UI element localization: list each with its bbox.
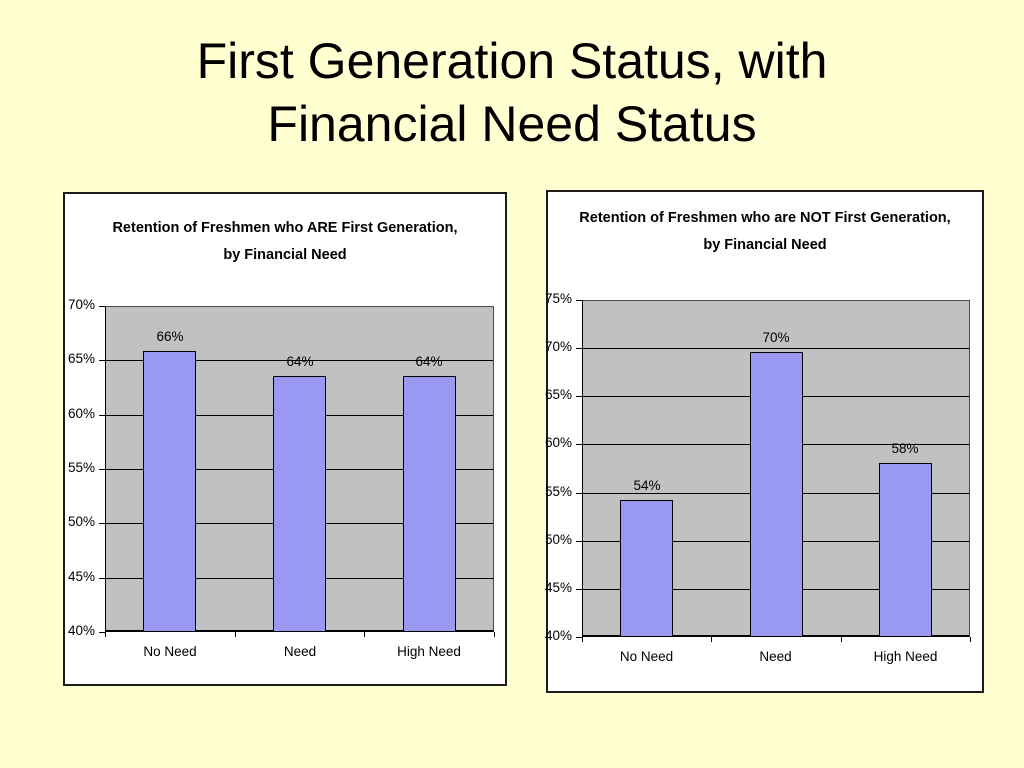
y-axis-label-55%: 55%	[544, 484, 572, 499]
y-axis-label-70%: 70%	[544, 339, 572, 354]
chart-title-line1: Retention of Freshmen who ARE First Gene…	[112, 220, 458, 236]
bar-high-need	[403, 376, 456, 632]
chart-title-line1: Retention of Freshmen who are NOT First …	[579, 210, 951, 226]
y-axis-tick	[576, 300, 582, 301]
bar-no-need	[620, 500, 673, 637]
y-axis-label-50%: 50%	[544, 532, 572, 547]
bar-value-label-no-need: 66%	[156, 329, 184, 344]
y-axis-tick	[99, 469, 105, 470]
y-axis-label-65%: 65%	[67, 351, 95, 366]
x-axis-tick	[105, 632, 106, 637]
category-label-no-need: No Need	[619, 649, 674, 664]
chart-title-line2: by Financial Need	[703, 237, 827, 253]
bar-value-label-need: 64%	[286, 354, 314, 369]
y-axis-tick	[576, 396, 582, 397]
y-axis-tick	[576, 348, 582, 349]
y-axis-tick	[99, 632, 105, 633]
y-axis-tick	[576, 541, 582, 542]
category-label-high-need: High Need	[397, 644, 461, 659]
y-axis-tick	[576, 493, 582, 494]
y-axis-tick	[99, 523, 105, 524]
category-label-no-need: No Need	[143, 644, 197, 659]
y-axis-label-75%: 75%	[544, 291, 572, 306]
x-axis-tick	[235, 632, 236, 637]
bar-value-label-need: 70%	[762, 330, 790, 345]
y-axis-label-45%: 45%	[67, 569, 95, 584]
category-label-need: Need	[283, 644, 317, 659]
slide-title: First Generation Status, with Financial …	[0, 30, 1024, 156]
gridline	[106, 360, 493, 361]
category-label-high-need: High Need	[873, 649, 938, 664]
y-axis-tick	[576, 444, 582, 445]
bar-no-need	[143, 351, 196, 632]
chart-panel-are-first-generation: Retention of Freshmen who ARE First Gene…	[63, 192, 507, 686]
y-axis-label-70%: 70%	[67, 297, 95, 312]
bar-high-need	[879, 463, 932, 637]
x-axis-tick	[494, 632, 495, 637]
chart-title: Retention of Freshmen who ARE First Gene…	[65, 215, 505, 269]
y-axis-label-65%: 65%	[544, 387, 572, 402]
x-axis-tick	[841, 637, 842, 642]
x-axis-tick	[582, 637, 583, 642]
bar-value-label-high-need: 64%	[415, 354, 443, 369]
x-axis-tick	[711, 637, 712, 642]
y-axis-tick	[576, 589, 582, 590]
gridline	[583, 348, 969, 349]
chart-title-line2: by Financial Need	[223, 247, 347, 263]
chart-title: Retention of Freshmen who are NOT First …	[548, 205, 982, 259]
y-axis-label-60%: 60%	[67, 406, 95, 421]
y-axis-label-55%: 55%	[67, 460, 95, 475]
category-label-need: Need	[759, 649, 792, 664]
bar-need	[273, 376, 326, 632]
slide-title-line1: First Generation Status, with	[196, 33, 828, 89]
y-axis-label-50%: 50%	[67, 514, 95, 529]
y-axis-label-40%: 40%	[544, 628, 572, 643]
y-axis-label-45%: 45%	[544, 580, 572, 595]
bar-need	[750, 352, 803, 637]
bar-value-label-high-need: 58%	[891, 441, 919, 456]
x-axis-tick	[364, 632, 365, 637]
slide-title-line2: Financial Need Status	[267, 96, 757, 152]
chart-panel-not-first-generation: Retention of Freshmen who are NOT First …	[545, 190, 984, 693]
y-axis-tick	[99, 578, 105, 579]
y-axis-label-60%: 60%	[544, 435, 572, 450]
y-axis-tick	[99, 306, 105, 307]
bar-value-label-no-need: 54%	[633, 478, 661, 493]
y-axis-tick	[99, 360, 105, 361]
y-axis-label-40%: 40%	[67, 623, 95, 638]
x-axis-tick	[970, 637, 971, 642]
y-axis-tick	[99, 415, 105, 416]
y-axis-tick	[576, 637, 582, 638]
